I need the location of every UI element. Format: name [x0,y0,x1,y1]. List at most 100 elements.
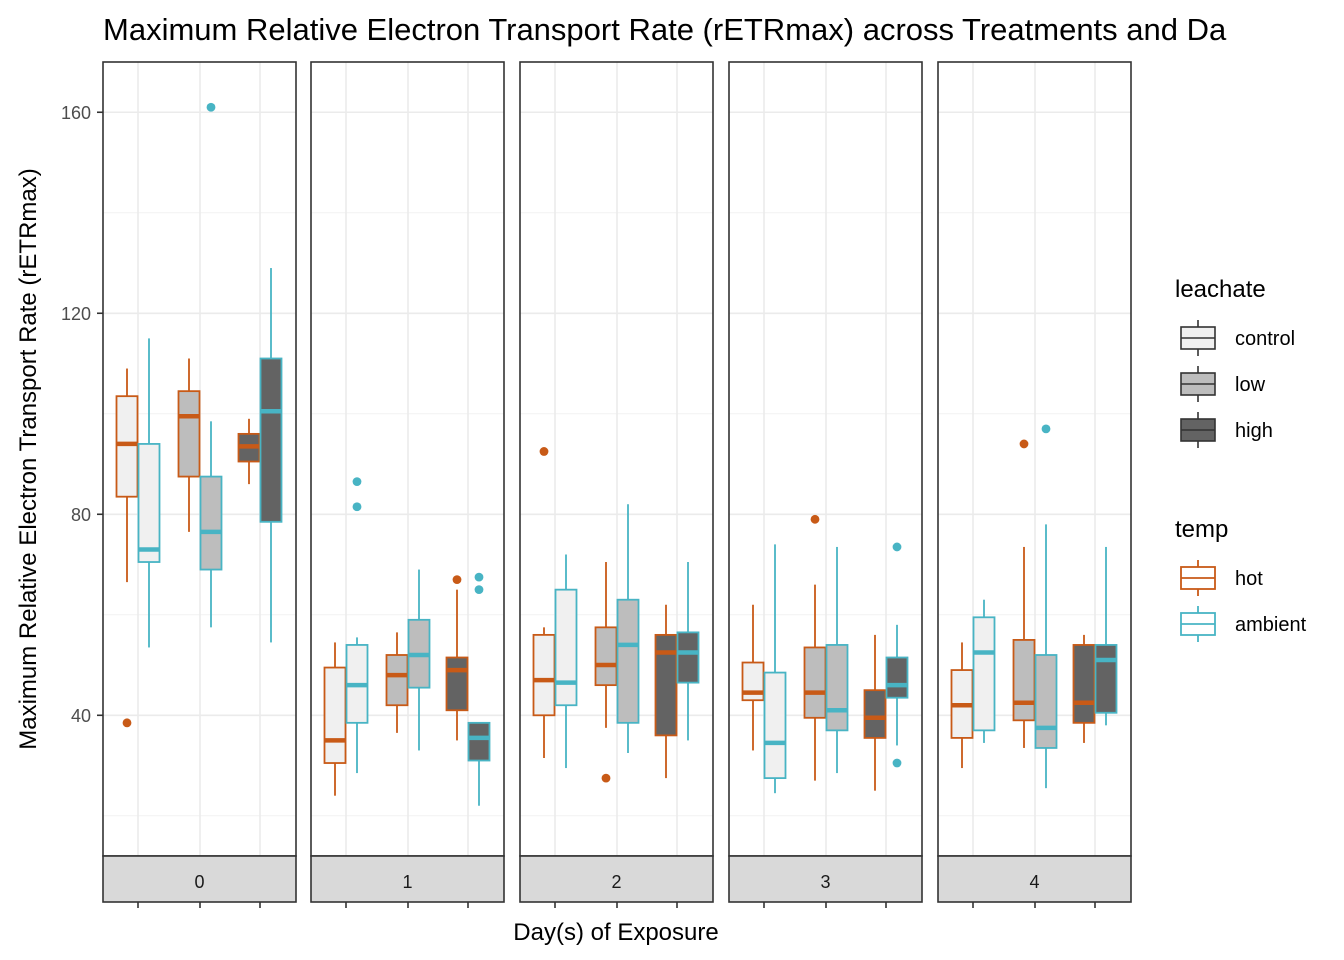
box-control-ambient [763,544,787,794]
box-high-hot [237,418,261,485]
box-body [885,656,909,699]
box-high-hot [654,604,678,779]
legend-key-control [1180,320,1216,356]
box-body [825,644,849,732]
box-control-hot [323,642,347,796]
facet-strip-label: 4 [1029,872,1039,892]
y-tick-label: 160 [61,103,91,123]
x-axis-title: Day(s) of Exposure [513,919,718,946]
legend-temp: temp hot ambient [1175,516,1307,642]
box-body [1072,644,1096,724]
box-control-ambient [554,554,578,769]
box-control-hot [741,604,765,751]
box-high-ambient [467,572,491,806]
box-low-ambient [616,504,640,753]
facet-panels: 0 1 2 3 4 [102,61,1132,908]
facet-strip [937,855,1132,903]
legend-leachate: leachate control low high [1175,276,1295,448]
box-low-hot [385,632,409,733]
box-body [137,443,161,563]
legend-title-leachate: leachate [1175,276,1266,303]
facet-panel-day-2: 2 [519,61,714,908]
y-axis-title: Maximum Relative Electron Transport Rate… [15,168,42,749]
box-body [445,656,469,712]
outlier-point [539,447,549,456]
box-body [972,616,996,732]
facet-strip [310,855,505,903]
box-body [616,598,640,724]
box-control-ambient [137,338,161,648]
box-high-ambient [1094,546,1118,726]
legend-key-high [1180,412,1216,448]
legend-label-control: control [1235,328,1295,350]
box-high-hot [863,634,887,791]
outlier-point [206,102,216,112]
legend-key-low [1180,366,1216,402]
chart-title: Maximum Relative Electron Transport Rate… [103,12,1227,47]
box-low-hot [594,562,618,783]
facet-strip-label: 1 [402,872,412,892]
legend-key-ambient [1180,606,1216,642]
outlier-point [452,575,462,585]
box-low-ambient [407,569,431,751]
legend-key-hot [1180,560,1216,596]
box-body [863,689,887,739]
facet-strip [519,855,714,903]
outlier-point [892,542,902,552]
box-body [1094,644,1118,714]
outlier-point [892,758,902,768]
outlier-point [474,572,484,582]
facet-panel-day-3: 3 [728,61,923,908]
box-control-hot [532,447,556,759]
box-control-ambient [345,477,369,774]
box-low-ambient [1034,424,1058,789]
box-high-hot [1072,634,1096,743]
box-body [763,671,787,780]
y-tick-label: 80 [71,505,91,525]
box-body [177,390,201,478]
outlier-point [474,585,484,595]
box-body [385,654,409,707]
facet-strip-label: 2 [611,872,621,892]
facet-panel-day-1: 1 [310,61,505,908]
box-low-ambient [825,546,849,774]
legend-label-hot: hot [1235,568,1263,590]
facet-strip-label: 0 [194,872,204,892]
box-body [676,631,700,684]
box-body [594,626,618,687]
outlier-point [601,773,611,783]
box-low-hot [1012,439,1036,748]
outlier-point [352,502,362,512]
box-body [803,646,827,719]
box-high-ambient [676,562,700,741]
box-high-ambient [885,542,909,768]
legend-title-temp: temp [1175,516,1228,543]
facet-strip-label: 3 [820,872,830,892]
outlier-point [122,718,132,728]
box-body [323,666,347,764]
box-low-hot [177,358,201,532]
y-axis: 40 80 120 160 [61,103,103,726]
box-body [1034,654,1058,749]
legend-label-low: low [1235,374,1266,396]
box-body [654,633,678,737]
box-body [259,357,283,523]
legend-label-ambient: ambient [1235,614,1307,636]
legend-label-high: high [1235,420,1273,442]
box-body [467,721,491,762]
box-high-hot [445,575,469,741]
box-low-ambient [199,102,223,628]
box-body [1012,639,1036,722]
box-body [115,395,139,498]
box-control-hot [950,642,974,769]
box-low-hot [803,514,827,781]
outlier-point [1019,439,1029,449]
box-high-ambient [259,268,283,643]
y-tick-label: 120 [61,304,91,324]
facet-strip [102,855,297,903]
box-control-ambient [972,599,996,743]
y-tick-label: 40 [71,706,91,726]
outlier-point [810,514,820,524]
outlier-point [1041,424,1051,434]
